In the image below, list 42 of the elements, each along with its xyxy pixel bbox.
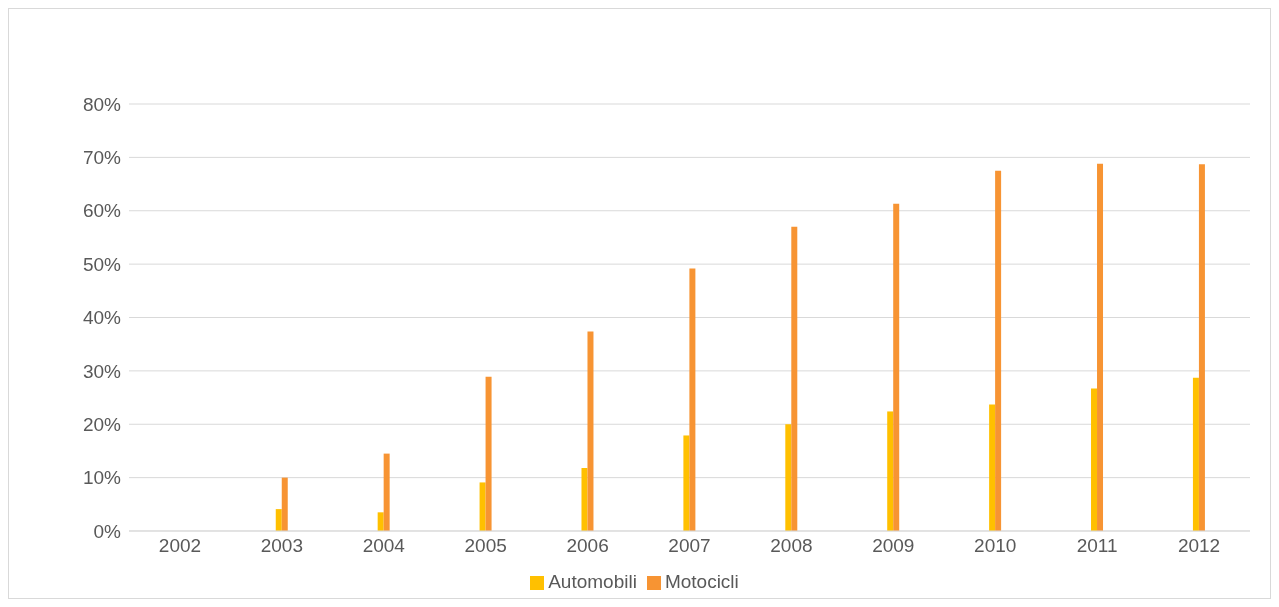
x-tick-label: 2004 [362,535,406,557]
bar [275,509,282,531]
y-tick-label: 70% [82,147,122,169]
x-tick-label: 2010 [974,535,1017,557]
bar [683,435,690,531]
bar [485,376,492,531]
y-tick-label: 40% [82,307,122,329]
bar [791,226,798,531]
y-tick-label: 0% [93,520,122,542]
bar [989,404,996,531]
bar [1192,377,1199,531]
x-tick-label: 2012 [1177,535,1221,557]
bar [581,468,588,531]
bar [1091,388,1098,531]
x-tick-label: 2007 [668,535,711,557]
y-tick-label: 10% [82,467,122,489]
bar [1198,164,1205,531]
y-tick-label: 20% [82,413,122,435]
x-tick-label: 2006 [566,535,609,557]
bar [887,411,894,531]
bar [689,268,696,531]
bar [587,331,594,531]
bar [377,512,384,531]
y-tick-label: 80% [82,93,122,115]
x-tick-label: 2002 [158,535,202,557]
bar [479,482,486,531]
x-tick-label: 2005 [464,535,507,557]
bar [383,453,390,531]
bar [995,170,1002,531]
bar [1097,163,1104,531]
bar [893,203,900,531]
bar [785,424,792,531]
x-tick-label: 2009 [872,535,915,557]
y-tick-label: 30% [82,360,122,382]
y-tick-label: 60% [82,200,122,222]
legend-label: Automobili [548,571,637,592]
bar [281,477,288,531]
x-tick-label: 2008 [770,535,813,557]
legend-label: Motocicli [664,571,739,592]
x-tick-label: 2003 [260,535,303,557]
y-tick-label: 50% [82,253,122,275]
x-tick-label: 2011 [1076,535,1118,557]
